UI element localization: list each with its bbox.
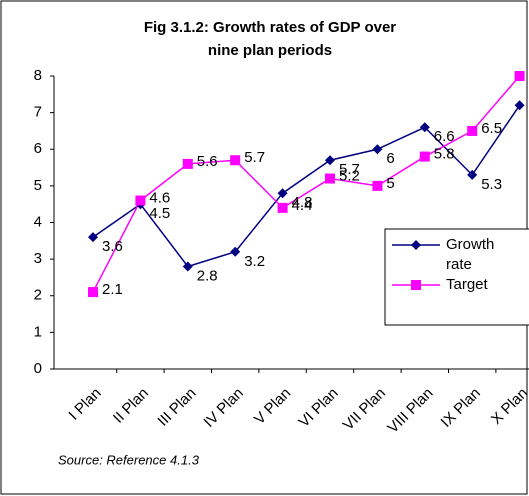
data-label: 4.8 [292,194,313,211]
data-label: 4.5 [149,205,170,222]
source-note: Source: Reference 4.1.3 [58,452,200,467]
data-point [325,173,335,184]
y-tick-label: 0 [34,360,42,377]
data-label: 5.2 [339,168,360,185]
data-point [372,180,383,191]
y-tick-label: 1 [34,323,42,340]
data-point [277,202,288,213]
data-label: 6.6 [434,128,455,145]
data-label: 5.8 [434,146,455,163]
y-tick-label: 6 [34,140,42,157]
data-label: 3.6 [102,238,123,255]
data-point [182,261,193,272]
data-label: 6 [386,150,394,167]
data-label: 2.8 [197,267,218,284]
data-point [467,169,478,180]
data-point [325,155,335,166]
y-tick-label: 7 [34,104,42,121]
data-point [419,122,430,133]
data-label: 5 [386,175,394,192]
data-label: 4.6 [149,189,170,206]
data-label: 2.1 [102,281,123,298]
legend: Growth rate Target [384,228,529,326]
y-tick-label: 3 [34,250,42,267]
y-tick-label: 2 [34,287,42,304]
legend-label: Growth rate [446,236,494,273]
data-point [135,195,146,206]
data-point [182,158,193,169]
chart-title: nine plan periods [208,42,332,59]
data-label: 5.6 [197,153,218,170]
data-point [411,280,421,290]
y-tick-label: 4 [34,213,42,230]
data-point [230,246,241,257]
data-label: 5.7 [244,149,265,166]
data-label: 5.7 [339,161,360,178]
data-point [230,155,241,166]
data-point [419,151,430,162]
data-label: 6.5 [481,120,502,137]
y-tick-label: 8 [34,67,42,84]
data-label: 4.4 [292,197,313,214]
series-line [92,75,521,293]
legend-label: Target [446,276,489,293]
data-point [372,144,383,155]
y-tick-label: 5 [34,177,42,194]
data-point [88,287,98,298]
chart-title: Fig 3.1.2: Growth rates of GDP over [144,19,396,36]
data-point [277,188,288,199]
series-line [92,104,521,268]
data-point [514,100,525,111]
data-label: 5.3 [481,176,502,193]
data-label: 3.2 [244,253,265,270]
data-point [514,71,525,81]
data-point [467,125,478,136]
data-point [88,232,98,243]
data-point [411,240,421,250]
